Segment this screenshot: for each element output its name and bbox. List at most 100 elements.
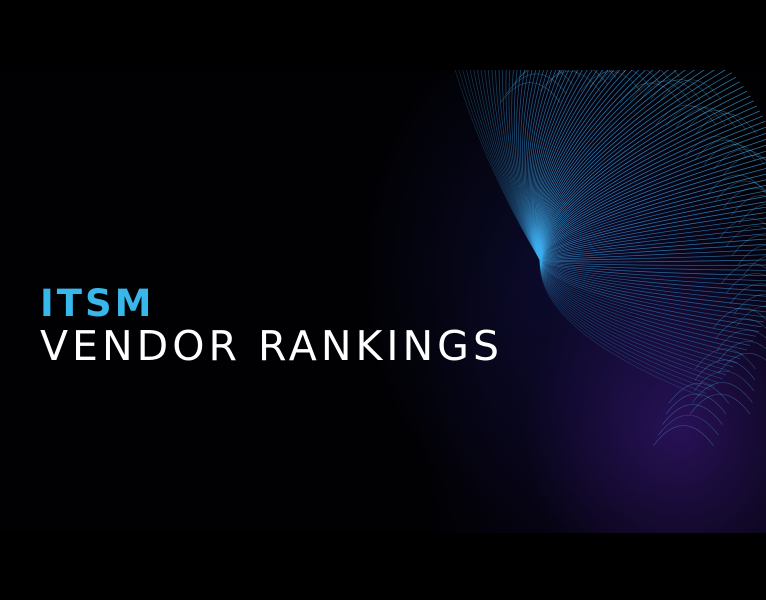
fiber-line (539, 254, 766, 261)
fiber-line (511, 70, 541, 261)
fiber-line (738, 203, 766, 225)
fiber-line (729, 283, 766, 304)
fiber-line (513, 70, 541, 261)
fiber-line (694, 139, 756, 161)
fiber-line (640, 79, 701, 101)
fiber-line (539, 259, 766, 307)
fiber-line (675, 107, 737, 128)
fiber-line (662, 404, 723, 425)
fiber-line (512, 70, 574, 86)
fiber-line (539, 173, 766, 261)
fiber-line (723, 187, 766, 209)
fiber-line (629, 80, 691, 102)
fiber-line (685, 136, 746, 157)
fiber-line (473, 70, 541, 261)
fiber-line (516, 70, 541, 261)
fiber-line (539, 259, 766, 271)
fiber-line (539, 259, 751, 346)
fiber-line (539, 144, 766, 261)
fiber-line (539, 259, 766, 276)
fiber-line (717, 341, 766, 362)
fiber-line (539, 259, 719, 384)
fiber-line (539, 259, 766, 282)
fiber-line (661, 79, 722, 101)
fiber-line (715, 318, 766, 340)
fiber-line (718, 352, 766, 374)
fiber-line (547, 70, 608, 85)
fiber-line (719, 217, 766, 239)
fiber-line (484, 70, 541, 261)
fiber-line (655, 104, 717, 126)
fiber-line (539, 259, 727, 376)
fiber-line (539, 156, 766, 261)
fiber-line (454, 70, 541, 261)
fiber-line (743, 256, 766, 276)
fiber-line (721, 263, 766, 284)
fiber-line (539, 259, 703, 398)
title-accent: ITSM (40, 282, 155, 325)
fiber-line (706, 174, 766, 196)
fiber-line (462, 70, 541, 261)
fiber-line (609, 70, 670, 80)
fiber-line (539, 249, 766, 261)
title-main: VENDOR RANKINGS (40, 322, 503, 370)
fiber-line (539, 243, 766, 261)
fiber-line (539, 132, 766, 261)
fiber-line (713, 149, 766, 170)
fiber-line (733, 294, 766, 315)
fiber-line (539, 259, 707, 394)
fiber-line (480, 70, 541, 261)
fiber-line (694, 359, 756, 381)
fiber-line (539, 259, 723, 380)
fiber-line (737, 244, 766, 266)
fiber-line (539, 162, 766, 261)
fiber-line (620, 82, 681, 104)
fiber-line (731, 195, 766, 216)
fiber-line (685, 109, 747, 131)
fiber-line (466, 70, 541, 261)
fiber-line (477, 70, 541, 261)
fiber-line (539, 217, 766, 261)
fiber-line (599, 70, 660, 84)
fiber-line (539, 184, 766, 261)
fiber-line (713, 307, 766, 329)
fiber-line (736, 305, 766, 327)
fiber-line (539, 190, 766, 261)
fiber-line (589, 70, 651, 88)
fiber-line (487, 70, 541, 261)
fiber-line (539, 259, 759, 332)
fiber-line (498, 70, 541, 261)
fiber-line (650, 79, 711, 100)
hero-banner (0, 70, 766, 533)
fiber-line (500, 82, 561, 103)
fiber-line (539, 126, 766, 261)
fiber-line (693, 370, 755, 392)
fiber-line (539, 259, 766, 313)
fiber-line (539, 233, 766, 261)
fiber-line (539, 201, 766, 261)
fiber-line (539, 259, 738, 364)
fiber-line (539, 259, 711, 391)
fiber-line (539, 150, 766, 261)
fiber-line (505, 70, 541, 261)
fiber-line (539, 259, 766, 287)
fiber-line (539, 259, 766, 292)
fiber-line (555, 70, 617, 79)
fiber-line (539, 259, 766, 318)
fiber-line (689, 393, 751, 415)
fiber-line (539, 259, 766, 263)
fiber-line (580, 71, 642, 92)
fiber-line (695, 348, 756, 370)
fiber-line (653, 425, 714, 446)
fiber-line (539, 259, 766, 297)
fiber-line (508, 70, 541, 261)
fiber-line (539, 228, 766, 261)
fiber-line (692, 382, 753, 403)
fiber-line (539, 259, 757, 337)
fiber-line (539, 138, 766, 261)
fiber-line (539, 212, 766, 261)
fiber-line (469, 70, 541, 261)
fiber-line (715, 180, 766, 202)
fiber-line (458, 70, 541, 261)
fiber-line (495, 70, 541, 261)
